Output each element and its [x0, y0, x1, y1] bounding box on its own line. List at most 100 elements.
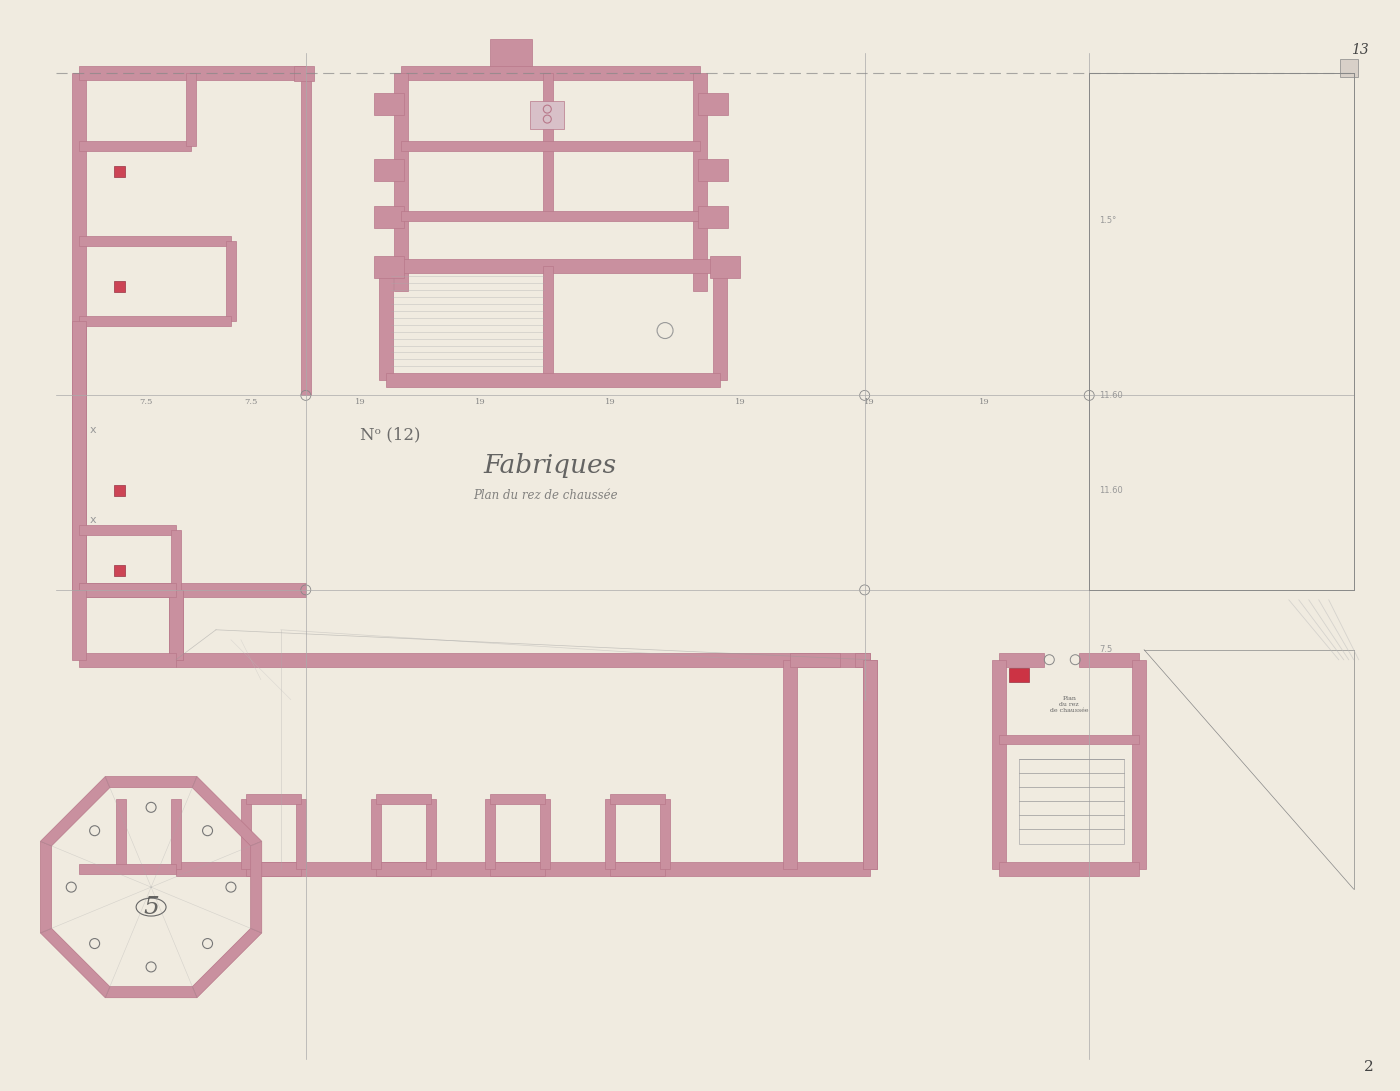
Polygon shape: [41, 928, 109, 997]
Bar: [73, 590, 87, 660]
Bar: [374, 255, 403, 278]
Bar: [543, 73, 553, 216]
Bar: [1000, 734, 1140, 744]
Text: 1.5°: 1.5°: [1099, 216, 1116, 226]
Bar: [385, 373, 720, 387]
Bar: [699, 159, 728, 181]
Polygon shape: [105, 777, 197, 788]
Bar: [375, 794, 431, 804]
Bar: [115, 565, 125, 576]
Bar: [490, 794, 546, 804]
Text: 19: 19: [864, 398, 875, 406]
Bar: [80, 315, 231, 325]
Polygon shape: [192, 777, 262, 846]
Bar: [543, 266, 553, 381]
Bar: [375, 862, 431, 876]
Text: 19: 19: [735, 398, 745, 406]
Text: 7.5: 7.5: [140, 398, 153, 406]
Text: Nᵒ (12): Nᵒ (12): [360, 427, 421, 444]
Text: 19: 19: [356, 398, 365, 406]
Bar: [80, 583, 305, 597]
Bar: [80, 236, 231, 245]
Bar: [80, 525, 176, 535]
Bar: [993, 660, 1007, 870]
Bar: [116, 800, 126, 870]
Text: 11.60: 11.60: [1099, 391, 1123, 400]
Bar: [115, 166, 125, 177]
Bar: [783, 660, 797, 870]
Bar: [371, 800, 381, 870]
Bar: [246, 862, 301, 876]
Bar: [80, 141, 190, 151]
Bar: [246, 794, 301, 804]
Bar: [540, 800, 550, 870]
Bar: [301, 73, 311, 395]
Bar: [1079, 652, 1140, 667]
Bar: [169, 590, 183, 660]
Bar: [80, 583, 176, 597]
Bar: [176, 862, 869, 876]
Text: 11.60: 11.60: [1099, 485, 1123, 494]
Bar: [80, 864, 176, 874]
Bar: [486, 800, 496, 870]
Bar: [80, 67, 305, 80]
Polygon shape: [251, 841, 262, 933]
Polygon shape: [192, 928, 262, 997]
Text: 19: 19: [979, 398, 990, 406]
Bar: [80, 652, 176, 667]
Bar: [73, 321, 87, 590]
Text: Fabriques: Fabriques: [484, 453, 617, 478]
Bar: [699, 93, 728, 115]
Polygon shape: [41, 777, 109, 846]
Bar: [385, 259, 720, 273]
Bar: [610, 862, 665, 876]
Text: 2: 2: [1364, 1059, 1373, 1074]
Bar: [186, 73, 196, 146]
Bar: [295, 800, 305, 870]
Bar: [400, 141, 700, 151]
Bar: [225, 241, 237, 321]
Text: 13: 13: [1351, 44, 1369, 58]
Bar: [490, 862, 546, 876]
Bar: [176, 652, 869, 667]
Bar: [699, 206, 728, 228]
Bar: [241, 800, 251, 870]
Text: 19: 19: [605, 398, 616, 406]
Bar: [378, 266, 392, 381]
Bar: [374, 206, 403, 228]
Text: 19: 19: [475, 398, 486, 406]
Text: x: x: [90, 425, 97, 435]
Bar: [171, 530, 181, 590]
Bar: [854, 652, 869, 667]
Bar: [710, 255, 741, 278]
Bar: [393, 73, 407, 290]
Bar: [693, 73, 707, 290]
Text: Plan
du rez
de chaussée: Plan du rez de chaussée: [1050, 696, 1089, 712]
Polygon shape: [105, 986, 197, 997]
Bar: [294, 67, 314, 81]
Text: 7.5: 7.5: [1099, 645, 1113, 655]
Bar: [713, 266, 727, 381]
Bar: [115, 485, 125, 496]
Bar: [374, 93, 403, 115]
Text: 5: 5: [143, 896, 160, 919]
Bar: [115, 280, 125, 291]
Bar: [862, 660, 876, 870]
Bar: [1133, 660, 1147, 870]
Bar: [400, 67, 700, 80]
Bar: [426, 800, 435, 870]
Bar: [171, 800, 181, 870]
Bar: [659, 800, 671, 870]
Text: 7.5: 7.5: [244, 398, 258, 406]
Text: x: x: [90, 515, 97, 525]
Bar: [1340, 59, 1358, 77]
Bar: [1009, 668, 1029, 682]
Bar: [531, 101, 564, 129]
Bar: [1000, 862, 1140, 876]
Bar: [1000, 652, 1044, 667]
Bar: [610, 794, 665, 804]
Text: Plan du rez de chaussée: Plan du rez de chaussée: [473, 489, 617, 502]
Bar: [400, 211, 700, 220]
Bar: [790, 652, 840, 667]
Bar: [862, 660, 876, 870]
